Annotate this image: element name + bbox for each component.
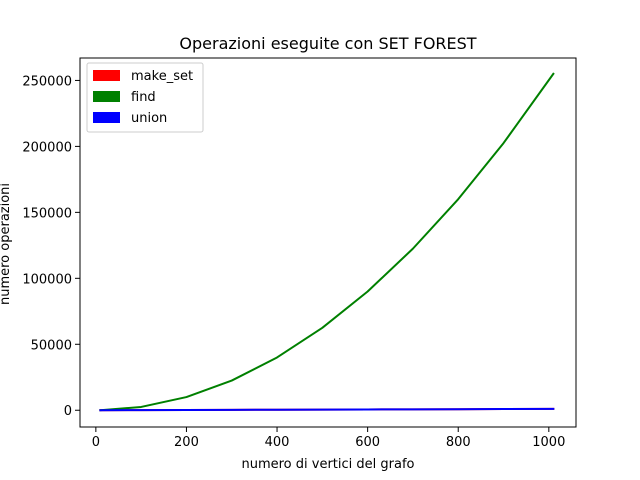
series-layer (99, 72, 555, 412)
x-tick-label: 800 (446, 435, 471, 450)
legend-label-make-set: make_set (131, 69, 193, 84)
x-axis-ticks: 0 200 400 600 800 1000 (92, 427, 565, 450)
legend-swatch-find (93, 91, 120, 102)
y-tick-label: 150000 (22, 206, 72, 221)
legend-swatch-make-set (93, 70, 120, 81)
series-line-find (99, 72, 555, 412)
x-tick-label: 200 (174, 435, 199, 450)
y-tick-label: 250000 (22, 74, 72, 89)
y-tick-label: 0 (64, 404, 72, 419)
plot-frame (79, 57, 577, 428)
legend-label-find: find (131, 90, 156, 105)
x-axis-label: numero di vertici del grafo (241, 457, 414, 472)
x-tick-label: 1000 (532, 435, 565, 450)
y-tick-label: 50000 (31, 338, 72, 353)
y-axis-ticks: 0 50000 100000 150000 200000 250000 (22, 74, 80, 419)
x-tick-label: 400 (265, 435, 290, 450)
legend-swatch-union (93, 112, 120, 123)
y-tick-label: 200000 (22, 140, 72, 155)
series-line-union (99, 407, 555, 412)
x-tick-label: 600 (355, 435, 380, 450)
chart-title: Operazioni eseguite con SET FOREST (179, 34, 476, 53)
y-axis-label: numero operazioni (0, 183, 13, 305)
legend-label-union: union (131, 111, 167, 126)
y-tick-label: 100000 (22, 272, 72, 287)
x-tick-label: 0 (92, 435, 100, 450)
